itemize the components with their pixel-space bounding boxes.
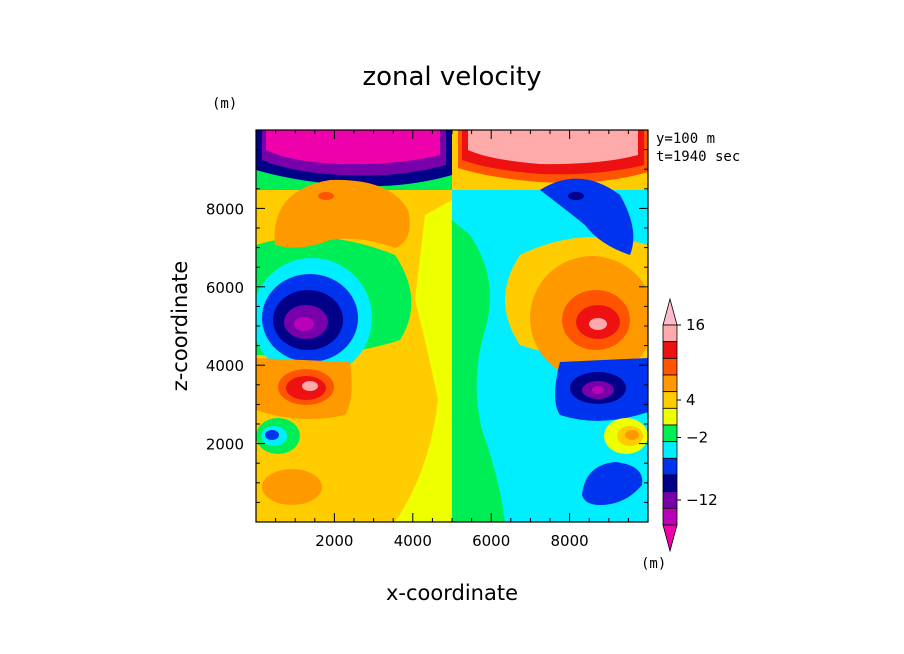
contour-upper-right-core <box>568 192 584 200</box>
colorbar-label: 16 <box>686 316 705 334</box>
colorbar-segment <box>662 441 678 459</box>
colorbar-label: 4 <box>686 391 696 409</box>
contour-small-left-core <box>265 430 279 440</box>
colorbar-segment <box>662 424 678 443</box>
contour-bottom-right-blob <box>582 462 643 505</box>
colorbar-segment <box>662 324 678 343</box>
colorbar-bottom-arrow <box>662 524 678 553</box>
contour-top-left-core <box>266 130 440 165</box>
contour-left-vortex-core <box>294 317 314 331</box>
x-tick-label: 8000 <box>551 532 589 550</box>
colorbar-segment <box>662 474 678 493</box>
contour-upper-right-blob <box>540 178 634 255</box>
x-tick-label: 4000 <box>394 532 432 550</box>
contour-left-lower-core <box>302 381 318 391</box>
y-tick-label: 6000 <box>206 279 244 297</box>
colorbar-label: −2 <box>686 429 708 447</box>
contour-top-right-core <box>468 130 638 165</box>
colorbar-segment <box>662 391 678 409</box>
x-tick-label: 6000 <box>472 532 510 550</box>
y-tick-label: 8000 <box>206 200 244 218</box>
annotation-t: t=1940 sec <box>656 149 740 165</box>
x-tick-labels: 2000 4000 6000 8000 <box>315 532 588 550</box>
colorbar-segment <box>662 341 678 359</box>
contour-upper-left-core <box>318 192 334 200</box>
minor-ticks <box>256 130 648 522</box>
colorbar-labels: 16 4 −2 −12 <box>677 316 718 509</box>
colorbar-label: −12 <box>686 491 718 509</box>
y-tick-label: 2000 <box>206 436 244 454</box>
contour-field <box>256 130 648 522</box>
colorbar-top-arrow <box>662 297 678 326</box>
colorbar-unit-label: (m) <box>641 556 666 572</box>
y-axis-label: z-coordinate <box>168 261 192 392</box>
colorbar-segment <box>662 457 678 476</box>
contour-region-green-wedge <box>452 220 505 522</box>
colorbar-segment <box>662 407 678 426</box>
colorbar <box>662 297 678 553</box>
contour-bottom-left-blob <box>262 469 322 505</box>
colorbar-segment <box>662 491 678 509</box>
contour-small-right-core <box>625 430 639 440</box>
y-tick-labels: 2000 4000 6000 8000 <box>206 200 244 453</box>
chart-title: zonal velocity <box>362 62 541 92</box>
colorbar-segment <box>662 507 678 526</box>
contour-region-yellow-wedge <box>395 200 452 522</box>
x-tick-label: 2000 <box>315 532 353 550</box>
x-axis-label: x-coordinate <box>386 581 518 605</box>
colorbar-segment <box>662 357 678 376</box>
annotation-y: y=100 m <box>656 131 715 147</box>
y-unit-label: (m) <box>212 96 237 112</box>
contour-right-vortex-core <box>589 318 607 330</box>
contour-upper-left-blob <box>274 179 410 248</box>
contour-right-lower-core <box>592 386 604 394</box>
colorbar-segment <box>662 374 678 393</box>
y-tick-label: 4000 <box>206 357 244 375</box>
